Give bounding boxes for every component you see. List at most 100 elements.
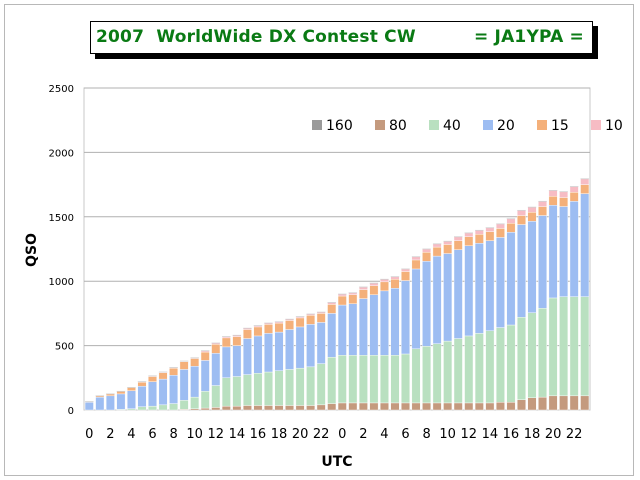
bar-segment-20 (274, 331, 284, 371)
bar-segment-20 (485, 240, 495, 331)
bar-segment-20 (548, 205, 558, 299)
bar-segment-40 (285, 369, 294, 406)
bar-segment-20 (411, 268, 421, 350)
title-box: 2007 WorldWide DX Contest CW = JA1YPA = (90, 21, 593, 54)
bar-segment-80 (517, 399, 526, 411)
bar-segment-40 (443, 340, 453, 404)
bar-segment-15 (200, 351, 210, 361)
bar-segment-80 (295, 405, 305, 411)
bar-segment-15 (580, 184, 590, 194)
bar-segment-20 (84, 402, 94, 411)
bar-segment-40 (411, 348, 421, 404)
bar-segment-15 (179, 361, 189, 370)
bar-segment-10 (495, 223, 505, 229)
bar-segment-80 (264, 405, 273, 411)
bar-segment-40 (190, 396, 200, 409)
bar-segment-10 (569, 186, 579, 193)
grid-layer (83, 87, 591, 411)
bar-segment-15 (548, 195, 558, 206)
bar-segment-10 (527, 206, 537, 213)
bar-segment-20 (348, 303, 358, 356)
bar-segment-20 (517, 224, 526, 318)
bar-segment-20 (232, 345, 242, 377)
bar-segment-20 (580, 193, 590, 297)
bar-segment-20 (264, 333, 273, 373)
bar-segment-20 (200, 360, 210, 392)
bar-segment-15 (148, 376, 157, 382)
bar-segment-15 (485, 231, 495, 241)
bar-segment-40 (264, 371, 273, 406)
bar-segment-15 (232, 336, 242, 346)
bar-segment-10 (485, 227, 495, 232)
bar-segment-15 (348, 294, 358, 304)
x-tick-label: 16 (503, 427, 520, 442)
bar-segment-15 (242, 329, 252, 339)
bar-segment-40 (474, 333, 484, 404)
bar-segment-20 (127, 390, 136, 409)
bar-segment-20 (443, 253, 453, 342)
bar-segment-10 (538, 201, 547, 207)
bar-segment-20 (337, 304, 347, 356)
bar-segment-20 (453, 249, 463, 339)
bar-segment-80 (485, 402, 495, 411)
bar-segment-10 (453, 236, 463, 241)
bar-segment-20 (295, 326, 305, 369)
bar-segment-40 (580, 296, 590, 397)
bar-segment-10 (443, 241, 453, 245)
x-tick-label: 6 (148, 427, 156, 442)
bar-segment-40 (211, 385, 221, 408)
bar-segment-40 (137, 406, 147, 411)
bar-segment-40 (390, 355, 400, 404)
bar-segment-40 (401, 353, 410, 404)
legend-label-15: 15 (551, 118, 569, 134)
x-tick-label: 14 (482, 427, 499, 442)
bar-segment-40 (453, 338, 463, 404)
bar-segment-15 (474, 233, 484, 244)
bar-segment-80 (232, 405, 242, 411)
bar-segment-15 (190, 358, 200, 367)
bar-segment-80 (474, 402, 484, 411)
y-tick-label: 2500 (49, 84, 74, 95)
bar-segment-15 (127, 387, 136, 391)
x-tick-label: 18 (271, 427, 288, 442)
bar-segment-80 (211, 407, 221, 411)
chart-title: 2007 WorldWide DX Contest CW (96, 27, 416, 47)
bar-segment-15 (506, 223, 516, 233)
bar-segment-40 (148, 405, 157, 411)
bar-segment-80 (464, 402, 474, 411)
bar-segment-80 (285, 405, 294, 411)
bar-segment-20 (179, 369, 189, 401)
bar-segment-40 (179, 400, 189, 410)
x-tick-label: 10 (439, 427, 456, 442)
bar-segment-40 (380, 355, 389, 404)
bar-segment-80 (559, 395, 569, 411)
x-tick-label: 0 (338, 427, 346, 442)
y-axis-label: QSO (24, 233, 40, 267)
bar-segment-80 (358, 402, 368, 411)
x-tick-label: 22 (566, 427, 583, 442)
bar-segment-80 (453, 402, 463, 411)
bar-segment-20 (169, 375, 179, 404)
x-tick-label: 8 (169, 427, 177, 442)
bar-segment-20 (464, 245, 474, 337)
bar-segment-20 (253, 335, 263, 374)
bar-segment-80 (411, 402, 421, 411)
bar-segment-20 (285, 329, 294, 370)
bar-segment-15 (253, 326, 263, 337)
bar-segment-40 (369, 355, 379, 404)
bar-segment-15 (358, 289, 368, 299)
y-tick-label: 500 (55, 342, 74, 353)
bar-segment-15 (401, 271, 410, 281)
bar-segment-15 (316, 313, 326, 323)
bar-segment-20 (474, 243, 484, 334)
bar-segment-40 (517, 317, 526, 400)
bar-segment-20 (380, 290, 389, 356)
x-tick-label: 14 (229, 427, 246, 442)
bar-segment-15 (264, 324, 273, 334)
bar-segment-15 (285, 320, 294, 330)
bar-segment-20 (390, 288, 400, 356)
bar-segment-80 (401, 402, 410, 411)
bar-segment-40 (158, 404, 168, 411)
legend-label-80: 80 (389, 118, 407, 134)
